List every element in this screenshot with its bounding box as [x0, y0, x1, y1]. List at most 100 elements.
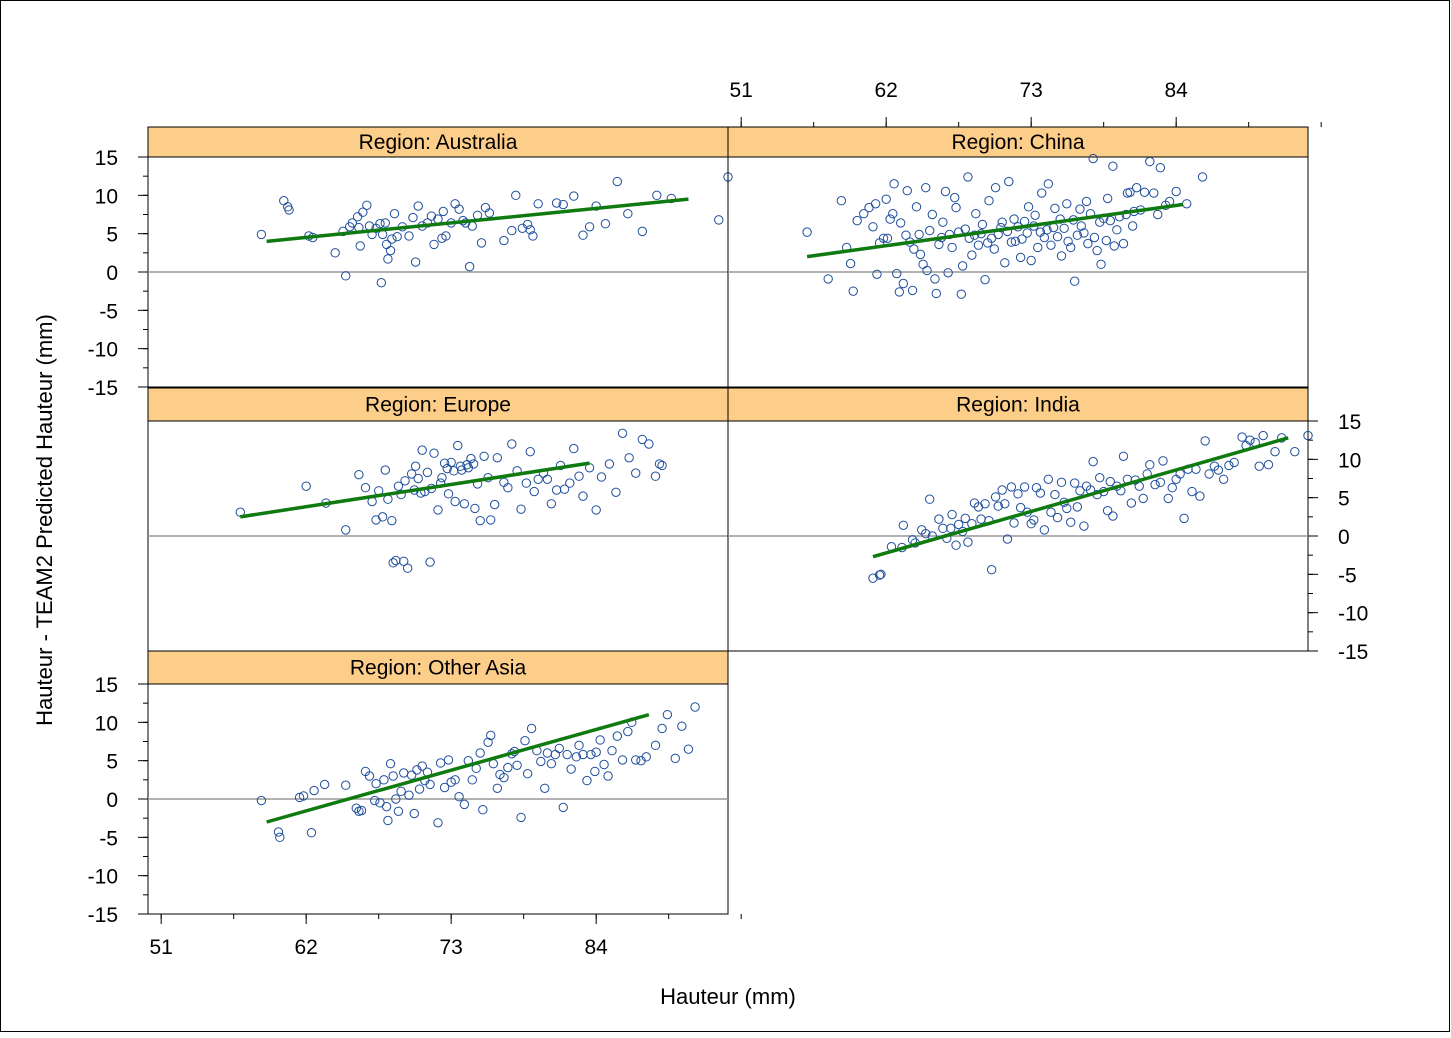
data-point — [476, 238, 487, 248]
data-point — [1056, 477, 1067, 488]
data-point — [499, 235, 509, 246]
data-point — [383, 815, 393, 826]
data-point — [533, 474, 543, 484]
data-point — [1026, 255, 1036, 266]
data-point — [516, 504, 526, 514]
data-point — [1029, 515, 1039, 525]
y-axis-australia-tick-label: 15 — [95, 147, 118, 170]
data-point — [915, 249, 926, 260]
data-point — [670, 753, 680, 764]
data-point — [402, 563, 413, 573]
data-point — [888, 209, 898, 219]
strip-china — [727, 126, 1309, 158]
data-point — [486, 515, 496, 525]
data-point — [657, 460, 667, 471]
data-point — [894, 287, 905, 297]
data-point — [453, 440, 463, 451]
data-point — [492, 453, 503, 463]
data-point — [1108, 161, 1118, 171]
data-point — [468, 459, 479, 469]
data-point — [1089, 232, 1100, 243]
data-point — [973, 502, 984, 512]
data-point — [1158, 456, 1168, 466]
data-point — [380, 465, 390, 475]
data-point — [677, 721, 687, 731]
data-point — [624, 453, 634, 463]
data-point — [294, 792, 305, 803]
data-point — [1145, 460, 1155, 470]
data-point — [631, 468, 641, 478]
data-point — [1052, 512, 1063, 523]
data-point — [870, 199, 881, 209]
data-point — [980, 499, 990, 509]
data-point — [483, 737, 493, 747]
data-point — [951, 540, 961, 550]
data-point — [1126, 498, 1137, 508]
data-point — [562, 749, 572, 760]
data-point — [499, 772, 509, 783]
y-axis-india-tick-label: 5 — [1338, 488, 1350, 511]
data-point — [963, 172, 973, 182]
data-point — [607, 746, 617, 756]
data-point — [947, 509, 957, 520]
strip-other-asia — [147, 650, 729, 685]
data-point — [1002, 534, 1013, 544]
data-point — [924, 494, 935, 504]
data-point — [284, 205, 294, 215]
data-point — [578, 491, 588, 501]
y-axis-india-tick-label: -15 — [1338, 641, 1368, 664]
data-point — [951, 202, 961, 213]
data-point — [1010, 236, 1021, 247]
data-point — [690, 702, 700, 712]
data-point — [802, 227, 812, 237]
data-point — [990, 182, 1001, 193]
data-point — [650, 740, 661, 751]
x-axis-bottom-tick-label: 51 — [150, 936, 173, 959]
data-point — [1004, 176, 1014, 187]
data-point — [574, 740, 584, 751]
data-point — [973, 240, 984, 250]
y-axis-india-tick-label: 10 — [1338, 449, 1361, 472]
data-point — [377, 512, 388, 522]
fit-line-india — [872, 436, 1289, 559]
data-point — [554, 743, 564, 754]
data-point — [1046, 507, 1056, 517]
data-point — [1187, 486, 1197, 497]
data-point — [922, 265, 932, 276]
data-point — [536, 756, 546, 767]
data-point — [654, 459, 665, 469]
data-point — [1150, 479, 1160, 490]
y-axis-other-asia-tick-label: -5 — [99, 827, 118, 850]
data-point — [1105, 215, 1115, 226]
data-point — [438, 206, 448, 217]
data-point — [413, 473, 423, 484]
data-point — [1204, 469, 1214, 479]
y-axis-other-asia-tick-label: 5 — [106, 751, 118, 774]
data-point — [953, 519, 964, 530]
data-point — [1102, 506, 1113, 516]
data-point — [410, 461, 421, 471]
data-point — [1015, 252, 1026, 263]
fit-line-other-asia — [266, 712, 650, 824]
data-point — [1019, 482, 1030, 492]
y-axis-australia-tick-label: -5 — [99, 300, 118, 323]
data-point — [387, 234, 397, 244]
data-point — [470, 503, 480, 514]
data-point — [859, 209, 869, 219]
strip-india — [727, 387, 1309, 422]
data-point — [1015, 502, 1026, 513]
data-point — [341, 525, 351, 535]
data-point — [408, 212, 418, 223]
data-point — [1062, 199, 1072, 209]
data-point — [895, 218, 906, 228]
data-point — [623, 209, 633, 219]
data-point — [559, 484, 570, 494]
data-point — [1059, 223, 1069, 234]
data-point — [1229, 457, 1239, 468]
data-point — [1033, 242, 1043, 253]
data-point — [902, 186, 912, 196]
data-point — [360, 483, 371, 493]
x-axis-top-tick-label: 84 — [1165, 79, 1189, 102]
strip-label-australia: Region: Australia — [359, 131, 518, 154]
